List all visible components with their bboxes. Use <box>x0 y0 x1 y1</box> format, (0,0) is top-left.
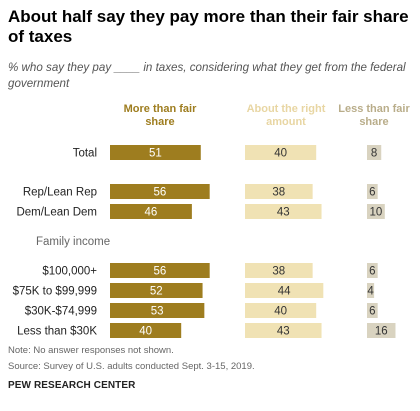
bar-about-the-right-amount-less-than-30k <box>245 323 322 338</box>
bar-about-the-right-amount-30k-74-999 <box>245 303 317 318</box>
bar-more-than-fair-share-75k-to-99-999 <box>110 283 203 298</box>
bar-value-less-than-fair-share-75k-to-99-999: 4 <box>367 286 374 298</box>
bar-value-more-than-fair-share-less-than-30k: 40 <box>139 326 152 338</box>
bar-value-about-the-right-amount-100-000: 38 <box>272 266 285 278</box>
bar-less-than-fair-share-less-than-30k <box>367 323 396 338</box>
bar-value-less-than-fair-share-rep-lean-rep: 6 <box>369 187 375 199</box>
category-label-rep-lean-rep: Rep/Lean Rep <box>23 187 97 199</box>
bar-less-than-fair-share-total <box>367 145 382 160</box>
bar-value-more-than-fair-share-75k-to-99-999: 52 <box>150 286 163 298</box>
bar-more-than-fair-share-100-000 <box>110 263 210 278</box>
category-label-100-000: $100,000+ <box>42 266 97 278</box>
bar-less-than-fair-share-75k-to-99-999 <box>367 283 375 298</box>
chart-subtitle: % who say they pay ____ in taxes, consid… <box>8 61 406 90</box>
bar-more-than-fair-share-rep-lean-rep <box>110 184 210 199</box>
bar-about-the-right-amount-rep-lean-rep <box>245 184 313 199</box>
brand-logo-text: PEW RESEARCH CENTER <box>8 380 136 391</box>
source-note: Source: Survey of U.S. adults conducted … <box>8 361 255 372</box>
bar-value-more-than-fair-share-100-000: 56 <box>153 266 166 278</box>
bar-less-than-fair-share-30k-74-999 <box>367 303 378 318</box>
category-label-total: Total <box>73 148 97 160</box>
legend-about-right-amount: About the right amount <box>246 103 326 128</box>
bar-value-about-the-right-amount-dem-lean-dem: 43 <box>277 207 290 219</box>
bar-about-the-right-amount-total <box>245 145 317 160</box>
bar-value-about-the-right-amount-less-than-30k: 43 <box>277 326 290 338</box>
bar-less-than-fair-share-100-000 <box>367 263 378 278</box>
bar-about-the-right-amount-100-000 <box>245 263 313 278</box>
bar-more-than-fair-share-30k-74-999 <box>110 303 205 318</box>
bar-more-than-fair-share-less-than-30k <box>110 323 182 338</box>
category-label-less-than-30k: Less than $30K <box>17 326 97 338</box>
bar-value-more-than-fair-share-dem-lean-dem: 46 <box>145 207 158 219</box>
bar-value-more-than-fair-share-rep-lean-rep: 56 <box>153 187 166 199</box>
bar-value-more-than-fair-share-30k-74-999: 53 <box>151 306 164 318</box>
bar-value-about-the-right-amount-75k-to-99-999: 44 <box>278 286 291 298</box>
bar-value-more-than-fair-share-total: 51 <box>149 148 162 160</box>
bar-less-than-fair-share-rep-lean-rep <box>367 184 378 199</box>
category-label-30k-74-999: $30K-$74,999 <box>25 306 97 318</box>
bar-less-than-fair-share-dem-lean-dem <box>367 204 385 219</box>
bar-value-less-than-fair-share-100-000: 6 <box>369 266 375 278</box>
bar-value-less-than-fair-share-total: 8 <box>371 148 377 160</box>
bar-value-less-than-fair-share-less-than-30k: 16 <box>375 326 388 338</box>
legend-less-than-fair-share: Less than fair share <box>338 103 410 128</box>
group-label-family-income: Family income <box>36 236 110 248</box>
chart-title: About half say they pay more than their … <box>8 7 409 46</box>
bar-value-less-than-fair-share-dem-lean-dem: 10 <box>370 207 383 219</box>
bar-value-about-the-right-amount-30k-74-999: 40 <box>274 306 287 318</box>
note: Note: No answer responses not shown. <box>8 345 174 356</box>
category-label-dem-lean-dem: Dem/Lean Dem <box>16 207 97 219</box>
bar-value-about-the-right-amount-total: 40 <box>274 148 287 160</box>
bar-value-less-than-fair-share-30k-74-999: 6 <box>369 306 375 318</box>
bar-more-than-fair-share-total <box>110 145 201 160</box>
bar-more-than-fair-share-dem-lean-dem <box>110 204 192 219</box>
category-label-75k-to-99-999: $75K to $99,999 <box>13 286 97 298</box>
bar-value-about-the-right-amount-rep-lean-rep: 38 <box>272 187 285 199</box>
bar-about-the-right-amount-75k-to-99-999 <box>245 283 324 298</box>
bar-about-the-right-amount-dem-lean-dem <box>245 204 322 219</box>
legend-more-than-fair-share: More than fair share <box>123 103 197 128</box>
